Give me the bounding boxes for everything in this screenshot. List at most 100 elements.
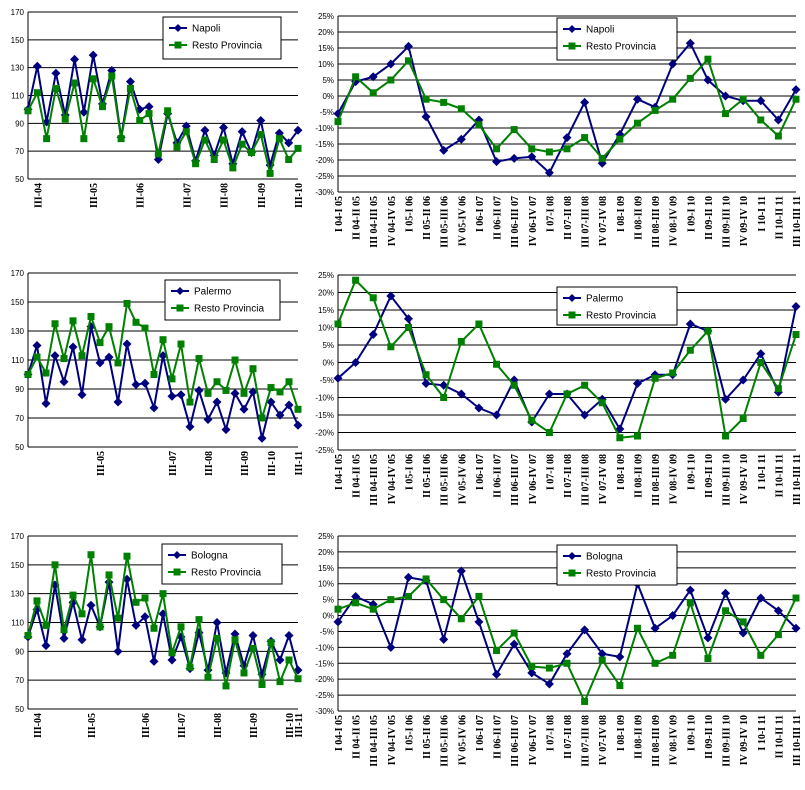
data-point: [721, 588, 731, 598]
data-point: [293, 125, 303, 135]
legend-label: Bologna: [191, 551, 228, 562]
data-point: [131, 620, 141, 630]
data-point: [69, 317, 77, 325]
y-tick-label: 50: [15, 175, 24, 184]
y-tick-label: 150: [11, 298, 25, 307]
x-tick-label: IV 05-IV 06: [457, 715, 468, 765]
legend-label: Palermo: [586, 294, 624, 305]
data-point: [87, 551, 95, 559]
data-point: [633, 119, 641, 127]
data-point: [24, 631, 32, 639]
data-point: [387, 76, 395, 84]
data-point: [105, 323, 113, 331]
data-point: [204, 673, 212, 681]
legend-swatch-marker: [568, 552, 576, 560]
data-point: [545, 664, 553, 672]
data-point: [248, 630, 258, 640]
data-point: [293, 665, 303, 675]
x-tick-label: III 07-III 08: [581, 715, 592, 767]
legend: Napoli Resto Provincia: [162, 16, 282, 60]
x-tick-label: III-06: [141, 713, 152, 738]
x-tick-label: III-11: [294, 451, 305, 475]
x-tick-label: IV 09-IV 10: [739, 715, 750, 765]
x-tick-label: II 07-II 08: [563, 454, 574, 498]
legend-box: [161, 543, 283, 585]
x-tick-label: IV 08-IV 09: [669, 454, 680, 504]
data-point: [528, 145, 536, 153]
data-point: [685, 319, 695, 329]
x-tick-label: III-08: [220, 183, 231, 208]
x-tick-label: III-07: [168, 451, 179, 476]
x-tick-label: III-10: [285, 713, 296, 738]
data-point: [117, 135, 125, 143]
data-point: [258, 680, 266, 688]
data-point: [334, 320, 342, 328]
data-point: [368, 330, 378, 339]
y-tick-label: 110: [11, 92, 24, 101]
x-tick-label: III-05: [96, 451, 107, 476]
data-point: [791, 302, 801, 311]
y-tick-label: 10%: [318, 60, 334, 69]
x-tick-label: III 09-III 10: [722, 715, 733, 767]
data-point: [52, 85, 60, 93]
data-point: [104, 352, 114, 362]
legend-swatch-marker: [568, 25, 576, 33]
data-point: [580, 625, 590, 635]
x-tick-label: III 08-III 09: [651, 454, 662, 506]
data-point: [149, 656, 159, 666]
data-point: [122, 339, 132, 349]
data-point: [104, 577, 114, 587]
x-tick-label: IV 05-IV 06: [457, 454, 468, 504]
data-point: [386, 291, 396, 301]
x-tick-label: III-09: [249, 713, 260, 738]
data-point: [186, 663, 194, 671]
data-point: [96, 339, 104, 347]
data-point: [167, 655, 177, 665]
data-point: [633, 432, 641, 440]
x-tick-label: II 08-II 09: [633, 715, 644, 759]
data-point: [200, 125, 210, 135]
y-tick-label: 170: [11, 8, 25, 17]
data-point: [98, 103, 106, 111]
data-point: [230, 629, 240, 639]
data-point: [113, 397, 123, 407]
y-tick-label: 5%: [322, 341, 334, 350]
x-tick-label: I 08-I 09: [616, 715, 627, 751]
y-tick-label: -15%: [315, 411, 334, 420]
data-point: [80, 135, 88, 143]
data-point: [704, 327, 712, 335]
data-point: [204, 389, 212, 397]
x-tick-label: IV 06-IV 07: [528, 715, 539, 765]
x-tick-label: IV 09-IV 10: [739, 196, 750, 246]
legend: Bologna Resto Provincia: [161, 543, 283, 585]
data-point: [581, 697, 589, 705]
data-point: [404, 57, 412, 65]
x-tick-label: III 07-III 08: [581, 196, 592, 248]
data-point: [195, 355, 203, 363]
data-point: [248, 387, 258, 397]
x-tick-label: I 06-I 07: [475, 715, 486, 751]
data-point: [86, 600, 96, 610]
data-point: [79, 107, 89, 117]
data-point: [249, 365, 257, 373]
data-point: [144, 102, 154, 112]
data-point: [182, 128, 190, 136]
data-point: [158, 609, 168, 619]
data-point: [126, 85, 134, 93]
legend-swatch-marker: [174, 24, 182, 32]
data-point: [756, 349, 766, 359]
data-point: [440, 394, 448, 401]
data-point: [686, 599, 694, 607]
data-point: [369, 294, 377, 302]
data-point: [739, 618, 747, 626]
x-tick-label: III-06: [136, 183, 147, 208]
bologna-variation-chart: 25%20%15%10%5%0%-5%-10%-15%-20%-25%-30%I…: [315, 532, 803, 767]
data-point: [24, 107, 32, 115]
data-point: [510, 126, 518, 134]
data-point: [237, 127, 247, 137]
data-point: [756, 96, 766, 106]
data-point: [738, 375, 748, 385]
data-point: [615, 652, 625, 662]
data-point: [668, 59, 678, 69]
x-tick-label: III 09-III 10: [722, 454, 733, 506]
